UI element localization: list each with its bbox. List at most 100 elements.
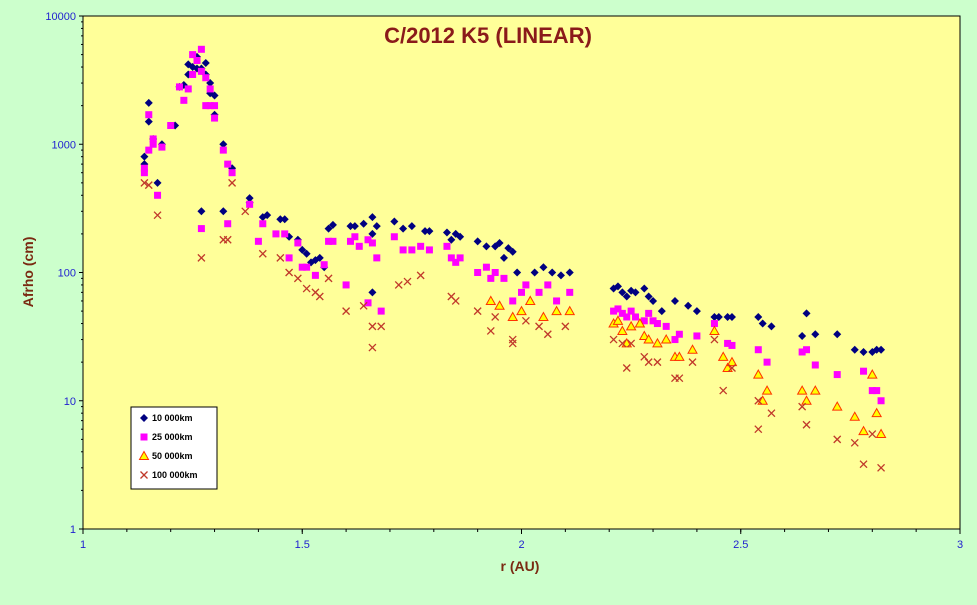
point-25000km	[675, 330, 683, 338]
point-25000km	[184, 85, 192, 93]
point-100000km	[368, 322, 377, 331]
point-25000km	[364, 236, 372, 244]
point-10000km	[565, 268, 574, 277]
point-25000km	[167, 122, 175, 130]
point-100000km	[561, 322, 570, 331]
point-10000km	[390, 217, 399, 226]
point-100000km	[302, 284, 311, 293]
point-10000km	[622, 292, 631, 301]
point-100000km	[473, 307, 482, 316]
point-100000km	[618, 339, 627, 348]
point-100000km	[491, 313, 500, 321]
legend-entry-10000km: 10 000km	[152, 413, 193, 423]
point-100000km	[285, 268, 294, 277]
point-25000km	[443, 242, 451, 250]
y-tick-label: 10	[64, 396, 76, 408]
legend: 10 000km 25 000km 50 000km 100 000km	[130, 406, 218, 490]
point-100000km	[754, 396, 763, 405]
point-25000km	[149, 140, 157, 148]
point-100000km	[833, 435, 842, 444]
point-25000km	[408, 246, 416, 254]
point-10000km	[350, 222, 359, 231]
legend-marker-square	[140, 433, 148, 441]
point-25000km	[518, 288, 525, 296]
point-25000km	[175, 83, 183, 91]
point-50000km	[831, 401, 843, 411]
point-100000km	[802, 420, 811, 429]
point-50000km	[809, 385, 821, 395]
point-50000km	[643, 334, 655, 344]
point-10000km	[421, 227, 430, 236]
point-50000km	[674, 351, 685, 361]
point-25000km	[197, 67, 205, 75]
point-10000km	[153, 178, 162, 187]
point-10000km	[802, 309, 811, 318]
y-tick-label: 10000	[45, 11, 76, 23]
point-25000km	[311, 271, 319, 279]
point-25000km	[202, 102, 210, 110]
x-tick-label: 1.5	[295, 539, 310, 551]
point-10000km	[276, 215, 285, 224]
point-50000km	[494, 300, 505, 310]
point-25000km	[303, 263, 311, 271]
point-100000km	[644, 358, 653, 367]
point-100000km	[153, 211, 162, 220]
point-10000km	[473, 237, 482, 246]
point-50000km	[871, 407, 883, 418]
point-100000km	[754, 425, 763, 434]
point-10000km	[315, 253, 324, 262]
point-25000km	[285, 254, 293, 262]
point-10000km	[219, 140, 228, 149]
x-axis-title: r (AU)	[501, 558, 540, 574]
point-50000km	[625, 320, 637, 331]
point-25000km	[671, 336, 679, 344]
point-100000km	[798, 402, 807, 411]
legend-entry-50000km: 50 000km	[152, 451, 193, 461]
point-100000km	[377, 322, 386, 331]
point-50000km	[858, 425, 869, 436]
point-10000km	[372, 222, 381, 231]
x-tick-label: 2	[518, 539, 524, 551]
point-10000km	[144, 117, 153, 126]
x-tick-label: 2.5	[733, 539, 748, 551]
point-25000km	[364, 299, 372, 307]
point-50000km	[507, 311, 519, 321]
point-25000km	[298, 263, 306, 271]
point-25000km	[535, 288, 543, 296]
point-50000km	[796, 385, 808, 395]
point-25000km	[219, 146, 227, 154]
point-25000km	[500, 274, 508, 282]
point-100000km	[543, 330, 552, 339]
point-10000km	[328, 220, 337, 229]
point-25000km	[456, 254, 464, 262]
point-100000km	[197, 253, 206, 262]
point-25000km	[877, 397, 885, 405]
point-25000km	[447, 254, 455, 262]
point-10000km	[495, 238, 504, 247]
point-10000km	[219, 207, 228, 216]
y-tick-label: 1	[70, 524, 76, 536]
point-25000km	[399, 246, 407, 254]
point-10000km	[368, 288, 377, 297]
point-50000km	[612, 315, 624, 325]
point-10000km	[548, 268, 557, 277]
point-25000km	[509, 297, 517, 305]
point-25000km	[377, 307, 385, 315]
point-25000km	[189, 70, 197, 78]
point-25000km	[197, 225, 205, 233]
point-25000km	[342, 281, 350, 289]
point-10000km	[263, 211, 272, 220]
point-25000km	[627, 307, 635, 315]
y-tick-label: 100	[58, 268, 76, 280]
point-25000km	[693, 332, 701, 340]
point-50000km	[551, 305, 562, 316]
point-10000km	[657, 307, 666, 316]
point-50000km	[617, 325, 628, 335]
point-10000km	[833, 330, 842, 339]
point-10000km	[850, 345, 859, 354]
x-tick-label: 1	[80, 539, 86, 551]
point-50000km	[726, 356, 738, 367]
point-10000km	[245, 194, 254, 203]
point-25000km	[710, 320, 718, 328]
